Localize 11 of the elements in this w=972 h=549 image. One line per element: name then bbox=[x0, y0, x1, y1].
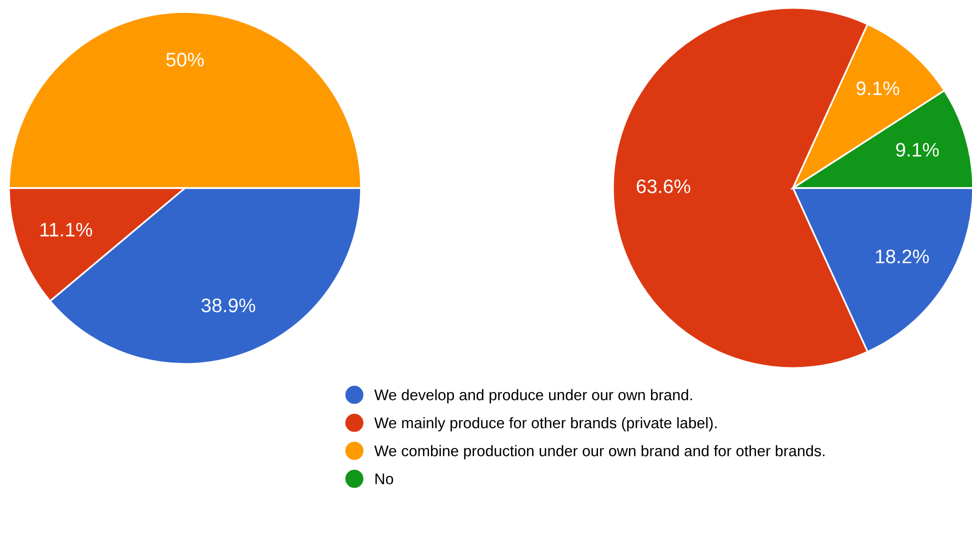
data-label: 38.9% bbox=[201, 298, 256, 312]
data-label: 9.1% bbox=[856, 81, 900, 96]
data-label: 50% bbox=[166, 52, 204, 66]
legend-label: We combine production under our own brand and for other brands. bbox=[374, 445, 824, 460]
legend-label: We develop and produce under our own brand. bbox=[374, 389, 692, 404]
data-label: 11.1% bbox=[40, 222, 92, 236]
legend-label: No bbox=[376, 474, 394, 484]
data-label: 9.1% bbox=[896, 142, 939, 157]
data-label: 63.6% bbox=[636, 179, 690, 194]
data-label: 18.2% bbox=[876, 250, 929, 264]
legend-label: We mainly produce for other brands (private label). bbox=[374, 417, 716, 432]
